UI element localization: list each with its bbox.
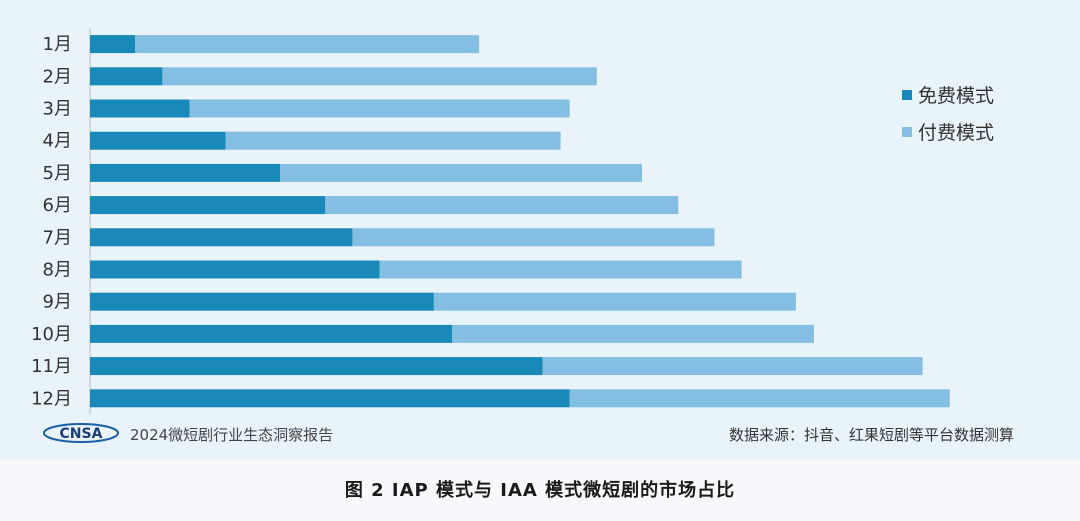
- bar-free-mode: [90, 228, 353, 247]
- chart-panel: 1月 2月 3月 4月 5月 6月 7月 8月 9月 10月 11月 12月 免费模式付费模式 CNSA…: [0, 0, 1080, 460]
- y-tick-label: 10月: [31, 324, 72, 345]
- y-tick-label: 8月: [43, 260, 72, 281]
- y-tick-label: 4月: [43, 131, 72, 152]
- y-tick-label: 5月: [43, 163, 72, 184]
- svg-text:CNSA: CNSA: [60, 426, 103, 442]
- bar-free-mode: [90, 357, 543, 376]
- bar-free-mode: [90, 389, 570, 408]
- report-name: 2024微短剧行业生态洞察报告: [130, 426, 334, 444]
- bar-paid-mode: [189, 99, 570, 118]
- y-tick-label: 12月: [31, 388, 72, 409]
- legend-label: 免费模式: [918, 85, 994, 107]
- cnsa-logo: CNSA: [43, 423, 119, 443]
- bar-paid-mode: [452, 324, 814, 343]
- bar-paid-mode: [542, 357, 923, 376]
- bar-free-mode: [90, 35, 136, 54]
- bar-paid-mode: [280, 163, 643, 182]
- bar-paid-mode: [135, 35, 480, 54]
- bar-paid-mode: [379, 260, 742, 279]
- figure-caption: 图 2 IAP 模式与 IAA 模式微短剧的市场占比: [344, 480, 736, 501]
- bar-free-mode: [90, 292, 434, 311]
- y-tick-label: 3月: [43, 99, 72, 120]
- bar-free-mode: [90, 67, 163, 86]
- y-tick-label: 2月: [43, 66, 72, 87]
- bar-paid-mode: [352, 228, 715, 247]
- bar-paid-mode: [325, 196, 679, 215]
- legend-swatch: [902, 127, 912, 137]
- bar-free-mode: [90, 196, 326, 215]
- bar-paid-mode: [569, 389, 950, 408]
- bar-paid-mode: [225, 131, 561, 150]
- legend-label: 付费模式: [918, 122, 994, 144]
- bar-free-mode: [90, 163, 281, 182]
- bar-paid-mode: [162, 67, 597, 86]
- legend-swatch: [902, 90, 912, 100]
- y-tick-label: 1月: [43, 34, 72, 55]
- bar-free-mode: [90, 131, 226, 150]
- y-tick-label: 6月: [43, 195, 72, 216]
- y-tick-label: 11月: [31, 356, 72, 377]
- data-source: 数据来源：抖音、红果短剧等平台数据测算: [728, 426, 1014, 444]
- y-tick-label: 7月: [43, 227, 72, 248]
- bar-free-mode: [90, 324, 452, 343]
- bar-free-mode: [90, 99, 190, 118]
- bar-paid-mode: [433, 292, 796, 311]
- y-tick-label: 9月: [43, 292, 72, 313]
- bar-free-mode: [90, 260, 380, 279]
